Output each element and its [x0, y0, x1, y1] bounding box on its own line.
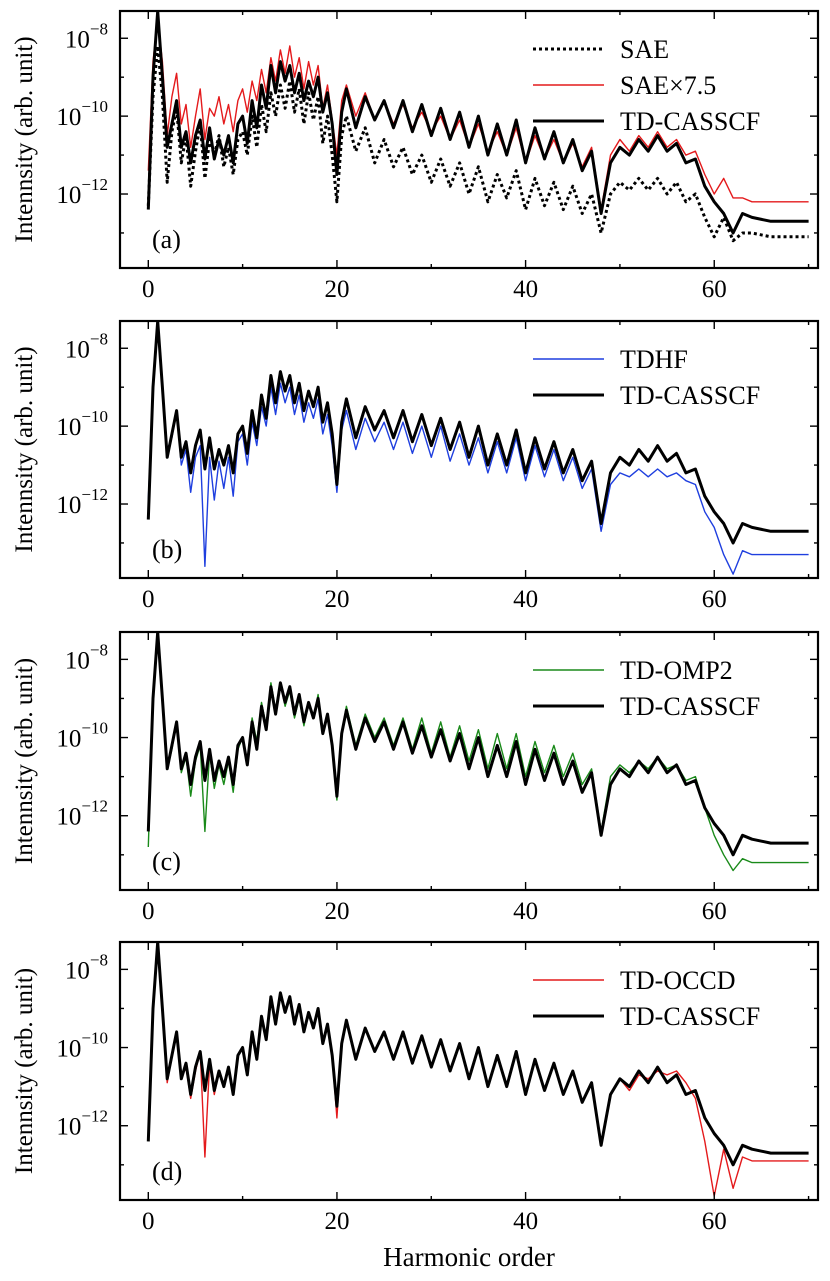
y-tick-label-panel-4: 10−10 [56, 1029, 108, 1063]
chart-panel-3: 0 20 40 60 10−8 10−10 10−12 Intennsity (arb. un… [11, 630, 820, 925]
x-tick-label-0-panel-4: 0 [142, 1208, 155, 1235]
x-tick-label-20-panel-1: 20 [324, 276, 349, 303]
x-tick-label-0-panel-2: 0 [142, 586, 155, 613]
series-line-tdhf-panel-2 [147, 324, 809, 575]
legend-label-td-casscf-panel-1: TD-CASSCF [620, 107, 760, 136]
x-tick-label-0-panel-1: 0 [142, 276, 155, 303]
x-tick-label-60-panel-3: 60 [702, 898, 727, 925]
y-tick-label-panel-2: 10−8 [65, 329, 108, 363]
x-tick-label-20-panel-3: 20 [324, 898, 349, 925]
chart-panel-1: 0 20 40 60 10−8 10−10 10−12 Intennsity (arb. un… [11, 9, 820, 303]
series-line-td-casscf-panel-3 [146, 632, 809, 857]
chart-panel-4: 0 20 40 60 10−8 10−10 10−12 Intennsity (arb. un… [11, 940, 820, 1235]
x-tick-label-40-panel-4: 40 [513, 1208, 538, 1235]
legend-label-td-casscf-panel-4: TD-CASSCF [620, 1002, 760, 1031]
x-tick-label-20-panel-2: 20 [324, 586, 349, 613]
plot-frame-panel-4 [118, 940, 820, 1202]
y-axis-label-panel-2: Intennsity (arb. unit) [11, 346, 38, 552]
chart-panel-2: 0 20 40 60 10−8 10−10 10−12 Intennsity (arb. un… [11, 319, 820, 613]
series-line-td-casscf-panel-2 [146, 321, 809, 545]
x-tick-label-60-panel-1: 60 [702, 276, 727, 303]
y-tick-label-panel-4: 10−8 [65, 950, 108, 984]
legend-label-td-occd-panel-4: TD-OCCD [620, 966, 736, 995]
legend-label-td-omp2-panel-3: TD-OMP2 [620, 656, 733, 685]
legend-label-td-casscf-panel-3: TD-CASSCF [620, 692, 760, 721]
y-axis-label-panel-1: Intennsity (arb. unit) [11, 36, 38, 242]
y-tick-label-panel-3: 10−8 [65, 640, 108, 674]
y-tick-label-panel-3: 10−12 [56, 797, 108, 831]
series-line-td-casscf-panel-1 [146, 11, 809, 235]
x-tick-label-0-panel-3: 0 [142, 898, 155, 925]
series-line-saex7-5-panel-1 [147, 18, 809, 211]
y-tick-label-panel-1: 10−8 [65, 19, 108, 53]
x-tick-label-40-panel-3: 40 [513, 898, 538, 925]
y-tick-label-panel-1: 10−10 [56, 97, 108, 131]
y-tick-label-panel-2: 10−12 [56, 485, 108, 519]
plot-frame-panel-3 [118, 630, 820, 892]
y-axis-label-panel-4: Intennsity (arb. unit) [11, 968, 38, 1174]
panel-label-panel-2: (b) [152, 535, 182, 564]
y-tick-label-panel-3: 10−10 [56, 719, 108, 753]
x-tick-label-40-panel-2: 40 [513, 586, 538, 613]
panel-label-panel-3: (c) [152, 847, 181, 876]
legend-label-saex7-5-panel-1: SAE×7.5 [620, 71, 716, 100]
x-tick-label-60-panel-2: 60 [702, 586, 727, 613]
y-axis-label-panel-3: Intennsity (arb. unit) [11, 658, 38, 864]
x-axis-label: Harmonic order [383, 1242, 555, 1272]
plot-frame-panel-1 [118, 9, 820, 270]
x-tick-label-20-panel-4: 20 [324, 1208, 349, 1235]
legend-label-tdhf-panel-2: TDHF [620, 345, 688, 374]
series-line-td-casscf-panel-4 [146, 942, 809, 1167]
plot-frame-panel-2 [118, 319, 820, 580]
legend-label-sae-panel-1: SAE [620, 35, 669, 64]
panel-label-panel-1: (a) [152, 225, 181, 254]
y-tick-label-panel-1: 10−12 [56, 175, 108, 209]
x-tick-label-40-panel-1: 40 [513, 276, 538, 303]
legend-label-td-casscf-panel-2: TD-CASSCF [620, 381, 760, 410]
x-tick-label-60-panel-4: 60 [702, 1208, 727, 1235]
y-tick-label-panel-2: 10−10 [56, 407, 108, 441]
y-tick-label-panel-4: 10−12 [56, 1107, 108, 1141]
panel-label-panel-4: (d) [152, 1157, 182, 1186]
